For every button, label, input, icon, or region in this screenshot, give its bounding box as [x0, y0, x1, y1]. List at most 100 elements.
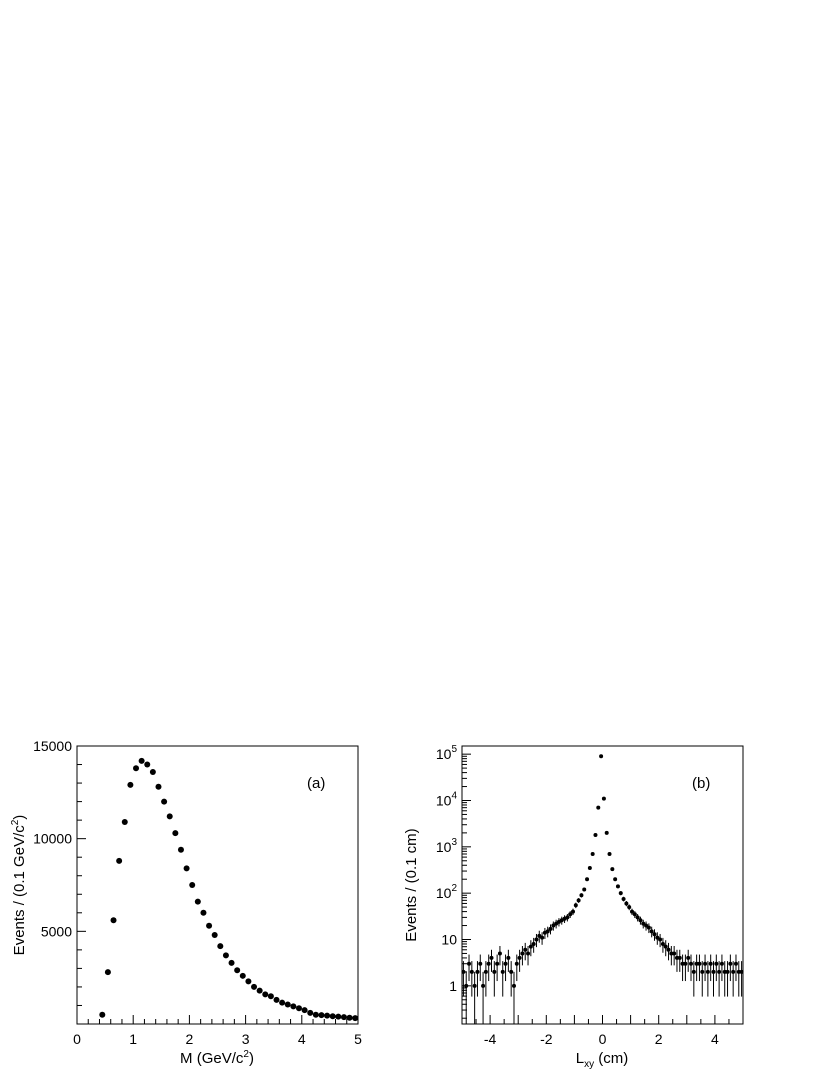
chart-b-data-point [632, 912, 637, 917]
chart-b-data-point [689, 961, 694, 966]
chart-b-data-point [663, 944, 668, 949]
chart-b-data-point [613, 877, 618, 882]
chart-a-data-point [206, 922, 213, 929]
chart-b-data-point [717, 969, 722, 974]
chart-b-panel-label: (b) [692, 775, 710, 792]
chart-b-data-point [500, 969, 505, 974]
chart-b-data-point [697, 961, 702, 966]
chart-b-data-point [570, 909, 575, 914]
chart-a-data-point [324, 1012, 331, 1019]
chart-a-data-point [318, 1012, 325, 1019]
chart-a-y-tick-label: 15000 [33, 738, 72, 754]
chart-b-data-point [660, 941, 665, 946]
chart-a-x-axis-label: M (GeV/c2) [180, 1049, 254, 1067]
chart-b-data-point [630, 909, 635, 914]
chart-b-points [461, 754, 744, 1024]
chart-a-data-point [346, 1014, 353, 1021]
chart-a-data-point [194, 898, 201, 905]
chart-b-y-axis-label: Events / (0.1 cm) [403, 828, 420, 941]
chart-a-points [99, 757, 359, 1022]
chart-a-data-point [340, 1014, 347, 1021]
chart-a-panel-label: (a) [307, 775, 325, 792]
chart-a-data-point [200, 909, 207, 916]
chart-b-data-point [644, 923, 649, 928]
chart-b-data-point [601, 796, 606, 801]
chart-b-x-axis-label-sub: xy [584, 1059, 594, 1070]
chart-a-data-point [110, 917, 117, 924]
chart-b-data-point [464, 983, 469, 988]
chart-b-data-point [461, 969, 466, 974]
chart-b-data-point [677, 955, 682, 960]
chart-b-x-tick-label: 0 [599, 1031, 607, 1047]
chart-b-data-point [481, 983, 486, 988]
chart-b-data-point [545, 929, 550, 934]
chart-a-data-point [273, 996, 280, 1003]
chart-b-data-point [646, 925, 651, 930]
chart-b-data-point [655, 935, 660, 940]
chart-a-data-point [161, 798, 168, 805]
chart-b-data-point [599, 754, 604, 759]
chart-b-y-tick-label: 104 [436, 790, 458, 808]
chart-a-data-point [262, 991, 269, 998]
chart-a-data-point [301, 1007, 308, 1014]
chart-a-data-point [217, 943, 224, 950]
chart-b-y-tick-label: 10 [441, 931, 457, 947]
chart-b-data-point [528, 944, 533, 949]
chart-b-data-point [526, 951, 531, 956]
chart-a-data-point [228, 959, 235, 966]
chart-a-data-point [251, 983, 258, 990]
chart-b-data-point [635, 915, 640, 920]
chart-b-x-tick-label: -2 [540, 1031, 553, 1047]
chart-b-data-point [486, 961, 491, 966]
chart-a-x-tick-label: 3 [242, 1031, 250, 1047]
chart-b-data-point [652, 932, 657, 937]
chart-b-data-point [509, 969, 514, 974]
chart-a-data-point [239, 972, 246, 979]
chart-b-data-point [548, 926, 553, 931]
chart-b-y-tick-label: 103 [436, 837, 458, 855]
chart-b-data-point [624, 901, 629, 906]
chart-b-data-point [641, 921, 646, 926]
chart-a-data-point [166, 813, 173, 820]
chart-b-data-point [495, 961, 500, 966]
chart-a-data-point [267, 993, 274, 1000]
chart-a-x-tick-label: 1 [129, 1031, 137, 1047]
chart-b-data-point [467, 961, 472, 966]
chart-a-data-point [121, 818, 128, 825]
chart-b-data-point [610, 867, 615, 872]
chart-b-y-tick-label: 1 [449, 978, 457, 994]
chart-b-data-point [683, 961, 688, 966]
chart-b-data-point [703, 961, 708, 966]
chart-b-data-point [540, 935, 545, 940]
chart-a-data-point [149, 768, 156, 775]
chart-a-y-tick-label: 5000 [41, 923, 72, 939]
chart-a-data-point [172, 830, 179, 837]
chart-a-data-point [222, 952, 229, 959]
chart-b-data-point [475, 969, 480, 974]
chart-b-data-point [731, 969, 736, 974]
chart-b-data-point [582, 887, 587, 892]
chart-b-x-axis-label: Lxy (cm) [576, 1050, 629, 1070]
chart-b-data-point [573, 903, 578, 908]
chart-b-data-point [719, 961, 724, 966]
chart-a-y-axis-label: Events / (0.1 GeV/c2) [10, 815, 28, 956]
chart-b-data-point [472, 983, 477, 988]
chart-a-data-point [279, 999, 286, 1006]
chart-a-data-point [155, 783, 162, 790]
chart-a-x-tick-label: 0 [73, 1031, 81, 1047]
chart-a-data-point [104, 969, 111, 976]
chart-a-frame [76, 745, 359, 1025]
chart-b-data-point [497, 951, 502, 956]
chart-b-data-point [568, 912, 573, 917]
chart-b-data-point [596, 805, 601, 810]
chart-b-data-point [551, 923, 556, 928]
chart-a-data-point [116, 857, 123, 864]
chart-b-data-point [618, 891, 623, 896]
chart-b-y-tick-label: 102 [436, 883, 458, 901]
chart-a-data-point [189, 882, 196, 888]
chart-b-data-point [615, 884, 620, 889]
chart-b-data-point [565, 915, 570, 920]
chart-a-y-tick-label: 10000 [33, 831, 72, 847]
chart-b-data-point [576, 898, 581, 903]
